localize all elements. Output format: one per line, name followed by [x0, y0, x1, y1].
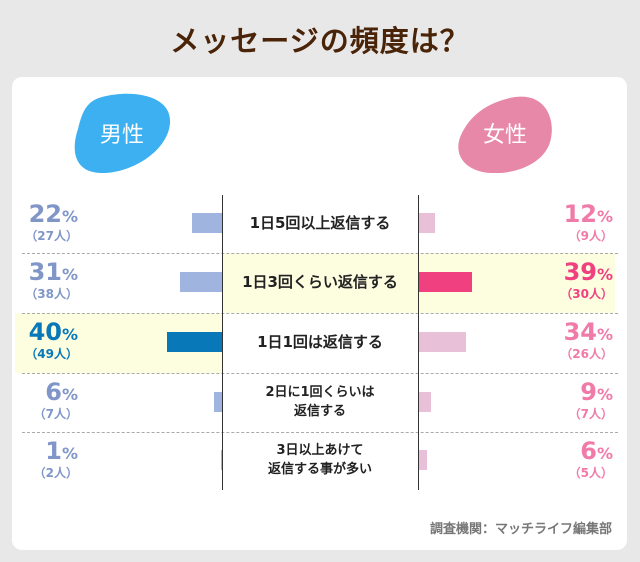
legend-female: 女性: [455, 93, 555, 173]
category-label: 3日以上あけて 返信する事が多い: [267, 443, 372, 477]
male-value-label: 1% （2人）: [34, 439, 78, 480]
female-value-label: 39% （30人）: [560, 260, 613, 301]
male-bar: [213, 391, 222, 412]
male-count: （49人）: [25, 347, 78, 361]
female-percent: 39%: [563, 258, 613, 286]
male-blob-shape: [74, 93, 171, 173]
female-percent: 9%: [580, 378, 613, 406]
legend-male: 男性: [72, 93, 172, 173]
female-value-label: 12% （9人）: [564, 202, 613, 243]
female-bar: [419, 332, 466, 352]
category-label: 1日3回くらい返信する: [242, 273, 398, 292]
male-bar: [179, 272, 222, 292]
legend-female-label: 女性: [482, 123, 527, 148]
male-count: （38人）: [25, 287, 78, 301]
female-value-label: 9% （7人）: [569, 380, 613, 421]
row-divider: [22, 373, 618, 374]
male-bar: [191, 213, 222, 233]
female-count: （30人）: [560, 287, 613, 301]
female-bar: [419, 213, 436, 233]
male-percent: 22%: [28, 200, 78, 228]
female-count: （5人）: [568, 466, 613, 480]
male-value-label: 6% （7人）: [34, 380, 78, 421]
male-percent: 40%: [28, 318, 78, 346]
female-count: （26人）: [560, 347, 613, 361]
male-percent: 31%: [28, 258, 78, 286]
male-value-label: 22% （27人）: [25, 202, 78, 243]
category-label: 1日1回は返信する: [257, 333, 383, 352]
male-percent: 1%: [45, 437, 78, 465]
legend-male-label: 男性: [99, 123, 144, 148]
female-value-label: 6% （5人）: [569, 439, 613, 480]
female-bar: [419, 450, 428, 470]
female-blob-shape: [458, 96, 552, 173]
source-note: 調査機関：マッチライフ編集部: [429, 522, 612, 537]
male-count: （27人）: [25, 229, 78, 243]
male-value-label: 40% （49人）: [25, 320, 78, 361]
female-percent: 12%: [563, 200, 613, 228]
row-divider: [22, 432, 618, 433]
male-count: （2人）: [33, 466, 78, 480]
male-bar: [167, 332, 222, 352]
axis-line-right: [418, 195, 419, 490]
category-label: 2日に1回くらいは 返信する: [265, 384, 375, 419]
male-bar: [220, 450, 222, 470]
female-value-label: 34% （26人）: [560, 320, 613, 361]
female-bar: [419, 272, 473, 292]
category-label: 1日5回以上返信する: [249, 214, 391, 233]
female-percent: 6%: [580, 437, 613, 465]
female-percent: 34%: [563, 318, 613, 346]
male-percent: 6%: [45, 378, 78, 406]
chart-title: メッセージの頻度は？: [170, 24, 470, 58]
male-value-label: 31% （38人）: [25, 260, 78, 301]
female-bar: [419, 391, 432, 412]
male-count: （7人）: [33, 407, 78, 421]
female-count: （7人）: [568, 407, 613, 421]
female-count: （9人）: [568, 229, 613, 243]
row-divider: [22, 253, 618, 254]
axis-line-left: [222, 195, 223, 490]
row-divider: [22, 313, 618, 314]
